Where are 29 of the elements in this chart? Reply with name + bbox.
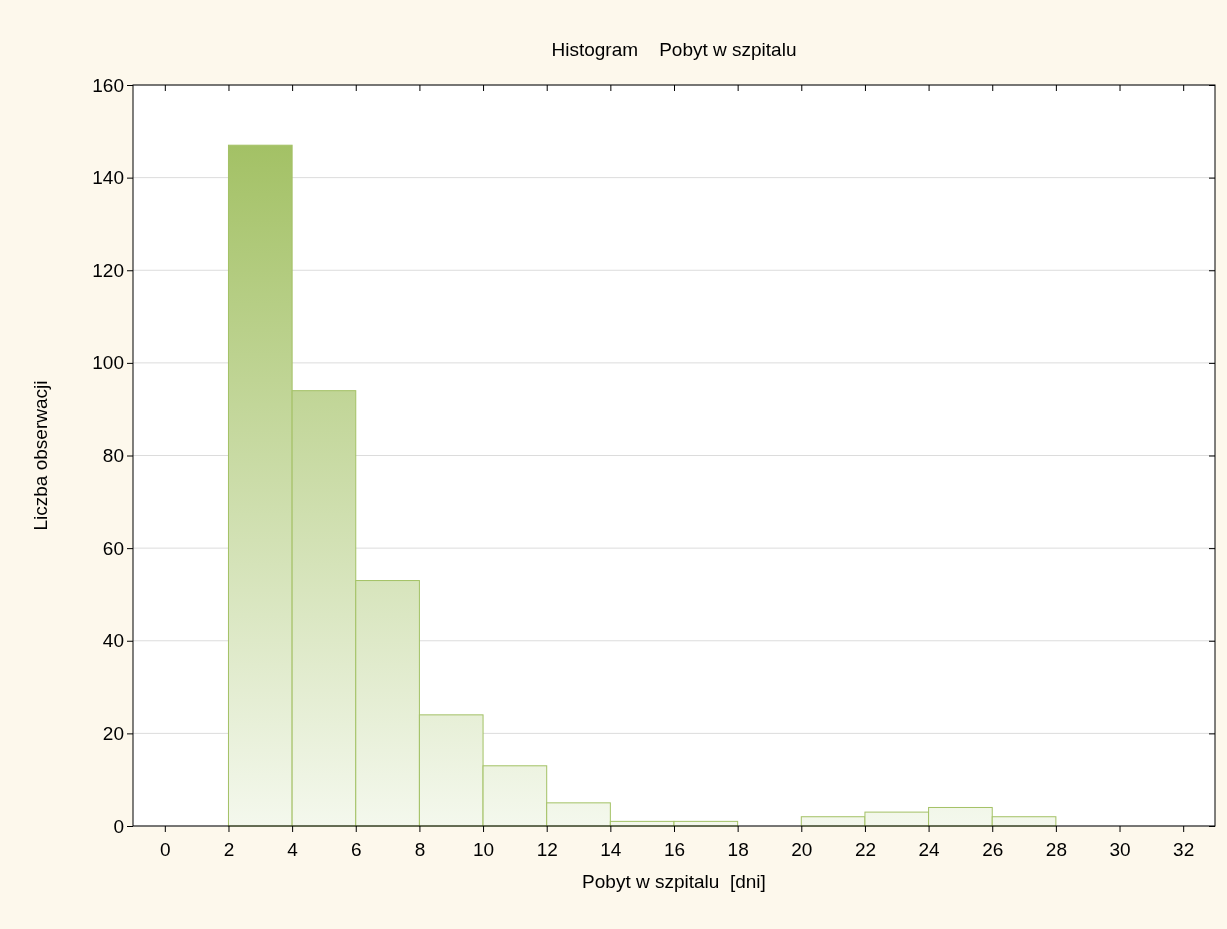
x-tick-label: 4 [287, 838, 299, 860]
y-tick-label: 100 [92, 352, 124, 374]
y-tick-label: 80 [102, 445, 124, 467]
x-axis-title: Pobyt w szpitalu [dni] [582, 871, 766, 892]
x-tick-label: 28 [1045, 838, 1067, 860]
y-tick-label: 120 [92, 259, 124, 281]
x-tick-label: 10 [472, 838, 495, 860]
y-tick-label: 140 [92, 167, 124, 189]
x-tick-label: 30 [1109, 838, 1131, 860]
x-tick-label: 6 [350, 838, 362, 860]
y-axis-title: Liczba obserwacji [30, 380, 51, 531]
y-tick-label: 160 [92, 74, 124, 96]
y-tick-label: 40 [102, 630, 124, 652]
x-tick-label: 32 [1173, 838, 1195, 860]
x-tick-label: 8 [414, 838, 426, 860]
x-tick-label: 20 [791, 838, 813, 860]
y-tick-label: 0 [113, 815, 124, 837]
x-tick-label: 26 [982, 838, 1004, 860]
x-tick-label: 14 [600, 838, 622, 860]
y-tick-label: 60 [102, 537, 124, 559]
x-tick-label: 0 [160, 838, 171, 860]
chart-title: Histogram Pobyt w szpitalu [551, 39, 797, 60]
x-tick-label: 24 [918, 838, 941, 860]
x-tick-label: 22 [854, 838, 877, 860]
y-tick-label: 20 [102, 722, 124, 744]
x-tick-label: 12 [536, 838, 558, 860]
x-tick-label: 16 [663, 838, 686, 860]
x-tick-label: 18 [727, 838, 749, 860]
x-tick-label: 2 [223, 838, 235, 860]
